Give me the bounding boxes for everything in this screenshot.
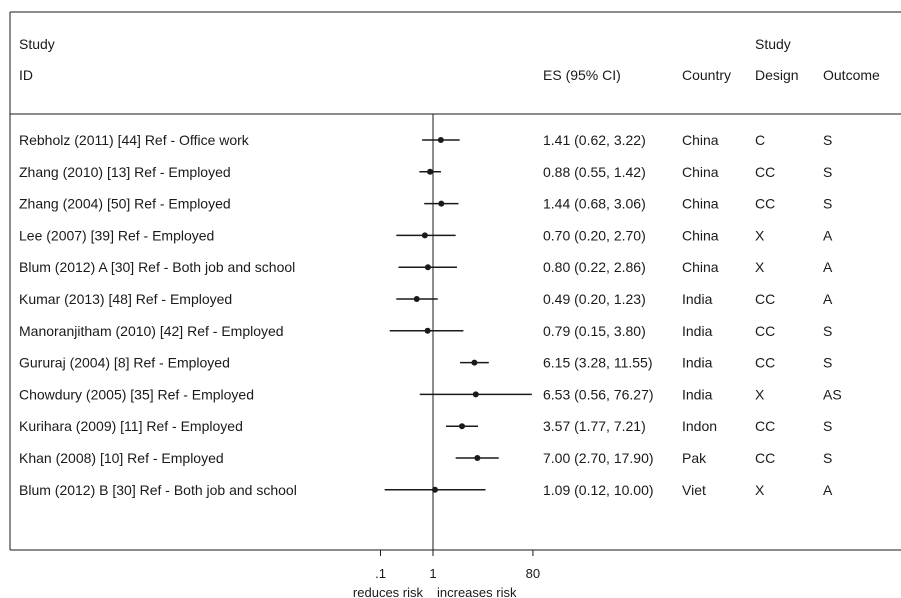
point-estimate [431, 486, 438, 493]
country-label: China [682, 227, 719, 243]
country-label: China [682, 196, 719, 212]
point-estimate [424, 327, 431, 334]
study-label: Zhang (2004) [50] Ref - Employed [19, 196, 231, 212]
design-label: CC [755, 323, 775, 339]
header-study-line2: ID [19, 67, 33, 83]
x-tick-label: .1 [375, 566, 386, 581]
effect-size-label: 1.09 (0.12, 10.00) [543, 482, 654, 498]
study-label: Lee (2007) [39] Ref - Employed [19, 227, 214, 243]
study-label: Chowdury (2005) [35] Ref - Employed [19, 386, 254, 402]
table-row: Gururaj (2004) [8] Ref - Employed 6.15 (3… [19, 355, 832, 371]
study-label: Khan (2008) [10] Ref - Employed [19, 450, 224, 466]
design-label: CC [755, 196, 775, 212]
table-row: Lee (2007) [39] Ref - Employed 0.70 (0.20… [19, 227, 833, 243]
table-row: Zhang (2004) [50] Ref - Employed 1.44 (0.… [19, 196, 832, 212]
table-row: Blum (2012) A [30] Ref - Both job and sc… [19, 259, 833, 275]
country-label: India [682, 386, 713, 402]
study-label: Manoranjitham (2010) [42] Ref - Employed [19, 323, 284, 339]
x-axis-left-label: reduces risk [353, 585, 424, 598]
point-estimate [421, 232, 428, 239]
effect-size-label: 0.79 (0.15, 3.80) [543, 323, 646, 339]
point-estimate [427, 168, 434, 175]
outcome-label: S [823, 418, 832, 434]
x-axis: .1 1 80 [375, 550, 540, 581]
design-label: CC [755, 450, 775, 466]
outcome-label: S [823, 323, 832, 339]
point-estimate [471, 359, 478, 366]
effect-size-label: 3.57 (1.77, 7.21) [543, 418, 646, 434]
design-label: CC [755, 164, 775, 180]
point-estimate [437, 137, 444, 143]
country-label: China [682, 259, 719, 275]
table-row: Kurihara (2009) [11] Ref - Employed 3.57 … [19, 418, 832, 434]
x-axis-right-label: increases risk [437, 585, 517, 598]
x-tick-label: 80 [526, 566, 540, 581]
effect-size-label: 0.80 (0.22, 2.86) [543, 259, 646, 275]
table-row: Manoranjitham (2010) [42] Ref - Employed… [19, 323, 832, 339]
study-label: Rebholz (2011) [44] Ref - Office work [19, 132, 250, 148]
country-label: Viet [682, 482, 706, 498]
table-row: Zhang (2010) [13] Ref - Employed 0.88 (0.… [19, 164, 832, 180]
effect-size-label: 0.49 (0.20, 1.23) [543, 291, 646, 307]
country-label: China [682, 164, 719, 180]
outcome-label: A [823, 291, 833, 307]
design-label: X [755, 482, 765, 498]
effect-size-label: 1.44 (0.68, 3.06) [543, 196, 646, 212]
design-label: X [755, 259, 765, 275]
study-label: Blum (2012) A [30] Ref - Both job and sc… [19, 259, 295, 275]
effect-size-label: 7.00 (2.70, 17.90) [543, 450, 654, 466]
point-estimate [472, 391, 479, 398]
country-label: Indon [682, 418, 717, 434]
header-es: ES (95% CI) [543, 67, 621, 83]
outcome-label: AS [823, 386, 842, 402]
outcome-label: S [823, 164, 832, 180]
study-label: Kurihara (2009) [11] Ref - Employed [19, 418, 243, 434]
header-study-line1: Study [19, 36, 55, 52]
table-row: Khan (2008) [10] Ref - Employed 7.00 (2.7… [19, 450, 832, 466]
design-label: CC [755, 355, 775, 371]
header-design-line2: Design [755, 67, 799, 83]
outcome-label: S [823, 450, 832, 466]
table-row: Rebholz (2011) [44] Ref - Office work 1.4… [19, 132, 832, 148]
study-label: Gururaj (2004) [8] Ref - Employed [19, 355, 230, 371]
design-label: CC [755, 418, 775, 434]
study-rows: Rebholz (2011) [44] Ref - Office work 1.4… [19, 132, 842, 498]
country-label: India [682, 355, 713, 371]
effect-size-label: 1.41 (0.62, 3.22) [543, 132, 646, 148]
study-label: Blum (2012) B [30] Ref - Both job and sc… [19, 482, 297, 498]
point-estimate [474, 455, 481, 461]
outcome-label: A [823, 227, 833, 243]
country-label: Pak [682, 450, 707, 466]
country-label: China [682, 132, 719, 148]
design-label: C [755, 132, 765, 148]
header-outcome: Outcome [823, 67, 880, 83]
table-row: Chowdury (2005) [35] Ref - Employed 6.53 … [19, 386, 842, 402]
outcome-label: A [823, 482, 833, 498]
outcome-label: S [823, 196, 832, 212]
header-country: Country [682, 67, 731, 83]
table-row: Kumar (2013) [48] Ref - Employed 0.49 (0.… [19, 291, 833, 307]
country-label: India [682, 323, 713, 339]
effect-size-label: 6.53 (0.56, 76.27) [543, 386, 654, 402]
outcome-label: S [823, 355, 832, 371]
point-estimate [413, 296, 420, 302]
header-design-line1: Study [755, 36, 791, 52]
point-estimate [424, 264, 431, 271]
table-row: Blum (2012) B [30] Ref - Both job and sc… [19, 482, 833, 498]
outcome-label: S [823, 132, 832, 148]
design-label: X [755, 227, 765, 243]
point-estimate [438, 200, 445, 207]
study-label: Kumar (2013) [48] Ref - Employed [19, 291, 232, 307]
design-label: CC [755, 291, 775, 307]
x-tick-label: 1 [429, 566, 436, 581]
point-estimate [459, 423, 466, 430]
effect-size-label: 0.88 (0.55, 1.42) [543, 164, 646, 180]
outcome-label: A [823, 259, 833, 275]
effect-size-label: 6.15 (3.28, 11.55) [543, 355, 652, 371]
study-label: Zhang (2010) [13] Ref - Employed [19, 164, 231, 180]
effect-size-label: 0.70 (0.20, 2.70) [543, 227, 646, 243]
country-label: India [682, 291, 713, 307]
design-label: X [755, 386, 765, 402]
